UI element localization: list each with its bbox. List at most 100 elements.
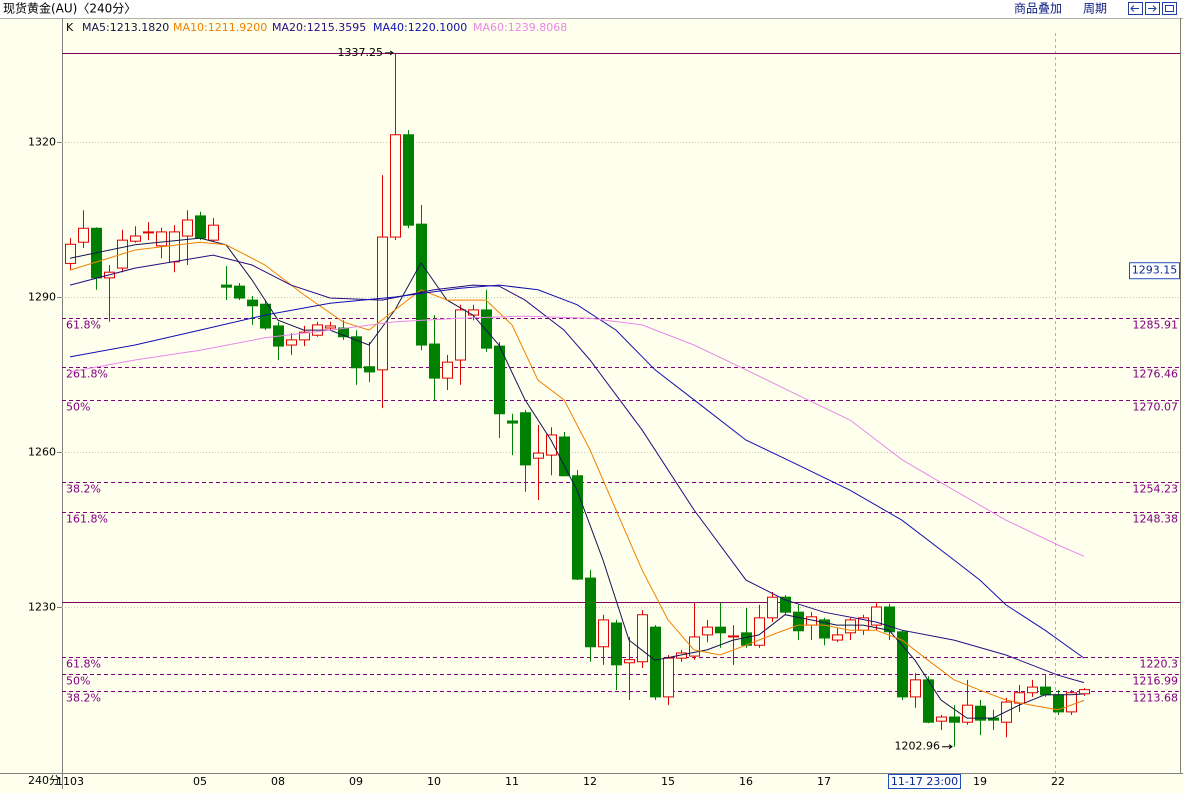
candle-body	[975, 705, 986, 721]
candle-body	[247, 299, 258, 307]
icon-glyph	[1165, 5, 1174, 12]
candle-body	[936, 716, 947, 722]
candle-body	[962, 704, 973, 723]
candle-body	[520, 412, 531, 466]
high-arrow	[385, 50, 394, 56]
fib-value: 1276.46	[1133, 368, 1179, 381]
candle-body	[572, 475, 583, 580]
candle-body	[221, 284, 232, 288]
candle-body	[819, 619, 830, 639]
candle-body	[325, 325, 336, 329]
candle-body	[897, 631, 908, 698]
candle-body	[130, 235, 141, 242]
fib-label: 50%	[66, 401, 90, 414]
legend-entry: MA60:1239.8068	[473, 21, 567, 34]
candle-body	[793, 611, 804, 632]
candle-body	[1040, 686, 1051, 696]
ma-line	[69, 237, 1085, 719]
chart-title: 现货黄金(AU)〈240分〉	[3, 1, 136, 16]
fib-value: 1254.23	[1133, 483, 1179, 496]
fib-label: 261.8%	[66, 368, 108, 381]
x-tick-label: 08	[271, 775, 285, 788]
y-tick-label: 1290	[28, 291, 56, 304]
y-tick-label: 1320	[28, 136, 56, 149]
candle-body	[910, 679, 921, 698]
candle-body	[585, 577, 596, 648]
candle-body	[468, 309, 479, 316]
crosshair-time: 11-17 23:00	[891, 775, 958, 788]
icon-glyph	[1130, 5, 1139, 12]
candle-body	[416, 223, 427, 346]
candle-body	[364, 366, 375, 373]
candle-body	[884, 606, 895, 633]
candle-body	[1066, 692, 1077, 713]
fib-label: 38.2%	[66, 692, 101, 705]
low-arrow	[942, 744, 953, 750]
candle-body	[507, 420, 518, 424]
x-tick-label: 17	[817, 775, 831, 788]
ma-line	[69, 315, 1085, 557]
x-tick-label: 1103	[56, 775, 84, 788]
header-bar	[0, 0, 1183, 18]
candle-body	[208, 224, 219, 241]
candle-body	[195, 215, 206, 239]
x-tick-label: 22	[1051, 775, 1065, 788]
candle-body	[949, 716, 960, 723]
candle-body	[1027, 686, 1038, 694]
icon-window[interactable]	[1162, 2, 1177, 15]
fib-value: 1285.91	[1133, 319, 1179, 332]
candle-body	[234, 285, 245, 299]
candle-body	[286, 339, 297, 346]
candle-body	[533, 452, 544, 459]
candle-body	[143, 231, 154, 234]
candle-body	[403, 134, 414, 226]
x-tick-label: 19	[973, 775, 987, 788]
fib-value: 1270.07	[1133, 401, 1179, 414]
candle-body	[871, 606, 882, 626]
candle-body	[546, 434, 557, 456]
x-tick-label: 16	[739, 775, 753, 788]
legend-prefix: K	[66, 21, 74, 34]
overlay-button[interactable]: 商品叠加	[1014, 1, 1062, 16]
fib-label: 161.8%	[66, 513, 108, 526]
candle-body	[559, 436, 570, 477]
candle-body	[299, 331, 310, 341]
candle-body	[169, 231, 180, 263]
high-annotation: 1337.25	[338, 46, 384, 59]
candle-body	[1079, 689, 1090, 695]
candle-body	[845, 619, 856, 634]
candle-body	[156, 231, 167, 247]
candle-body	[494, 345, 505, 415]
legend-entry: MA20:1215.3595	[272, 21, 366, 34]
candle-body	[715, 626, 726, 634]
fib-label: 38.2%	[66, 483, 101, 496]
fib-label: 61.8%	[66, 658, 101, 671]
legend-entry: MA5:1213.1820	[82, 21, 169, 34]
low-annotation: 1202.96	[895, 740, 941, 753]
candle-body	[442, 361, 453, 379]
legend-entry: MA40:1220.1000	[373, 21, 467, 34]
period-button[interactable]: 周期	[1083, 2, 1107, 16]
candle-body	[702, 626, 713, 636]
fib-label: 50%	[66, 675, 90, 688]
x-tick-label: 15	[661, 775, 675, 788]
x-tick-label: 12	[583, 775, 597, 788]
fib-value: 1248.38	[1133, 513, 1179, 526]
ma-line	[69, 241, 1085, 711]
candle-body	[663, 657, 674, 698]
candle-body	[78, 227, 89, 243]
candle-body	[429, 343, 440, 379]
candle-body	[780, 596, 791, 613]
candle-body	[65, 243, 76, 264]
candle-body	[390, 134, 401, 238]
price-marker: 1293.15	[1132, 264, 1178, 277]
price-marker-box	[1129, 262, 1180, 280]
fib-value: 1213.68	[1133, 692, 1179, 705]
candle-body	[923, 679, 934, 723]
candle-body	[611, 622, 622, 666]
candle-body	[767, 596, 778, 619]
candle-body	[728, 635, 739, 638]
candle-body	[377, 236, 388, 371]
x-tick-label: 05	[193, 775, 207, 788]
